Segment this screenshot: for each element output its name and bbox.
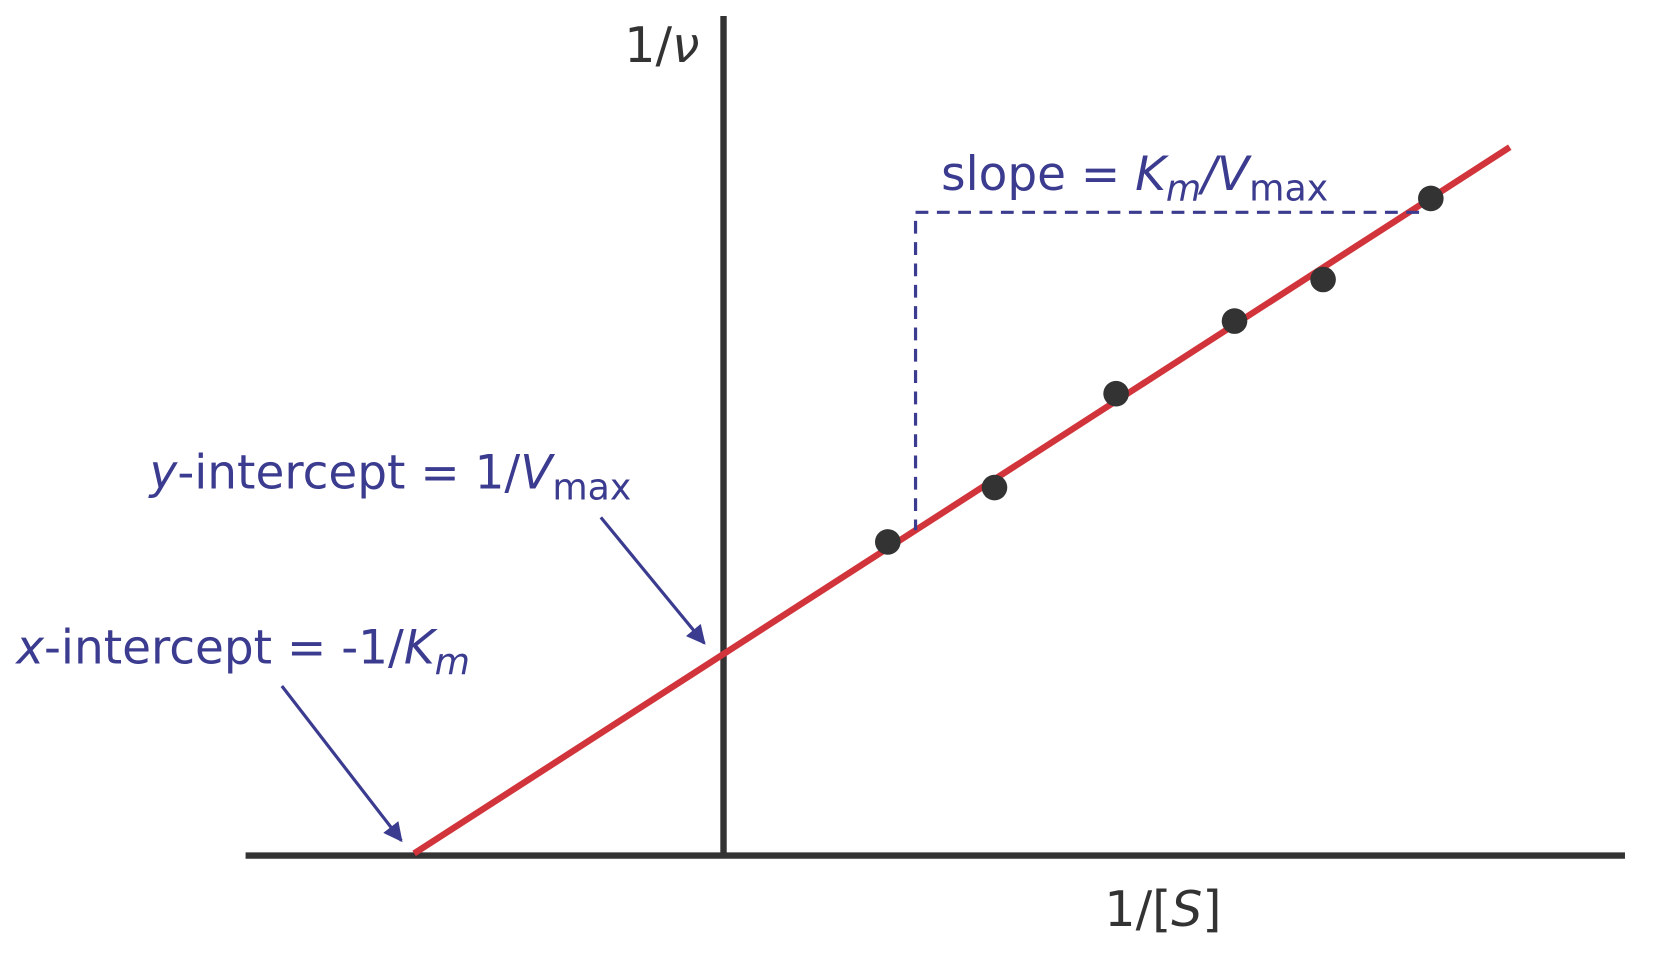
point: [1310, 266, 1336, 293]
text: K: [404, 621, 438, 676]
text: V: [1217, 147, 1252, 202]
point: [875, 529, 901, 555]
text: -intercept = -1/: [44, 621, 404, 676]
text: K: [1135, 147, 1169, 202]
text: max: [552, 465, 631, 508]
point: [981, 474, 1008, 501]
text: V: [520, 446, 555, 501]
y-axis-label: 1/ν: [624, 16, 699, 74]
x-axis-label: 1/[S]: [1104, 880, 1221, 938]
text: S: [1171, 880, 1202, 938]
text: -intercept = 1/: [177, 446, 520, 501]
text: m: [435, 640, 470, 683]
text: ]: [1202, 880, 1221, 938]
arrow: [599, 516, 706, 645]
data-points: [875, 185, 1444, 555]
y-intercept-label: y-intercept = 1/Vmax: [148, 446, 632, 509]
text: x: [14, 621, 45, 676]
text: y: [148, 446, 179, 501]
text: ν: [672, 16, 699, 74]
text: 1/[: [1104, 880, 1171, 938]
x-intercept-label: x-intercept = -1/Km: [14, 621, 470, 684]
arrow: [280, 684, 403, 843]
fit-line: [412, 144, 1512, 857]
text: m: [1166, 167, 1201, 210]
text: slope =: [941, 147, 1135, 202]
text: 1/: [624, 16, 672, 74]
slope-label: slope = Km/Vmax: [941, 147, 1328, 210]
slope-guide: [913, 210, 1420, 531]
point: [1418, 185, 1444, 212]
point: [1221, 308, 1248, 334]
point: [1103, 380, 1129, 407]
text: max: [1249, 167, 1328, 210]
